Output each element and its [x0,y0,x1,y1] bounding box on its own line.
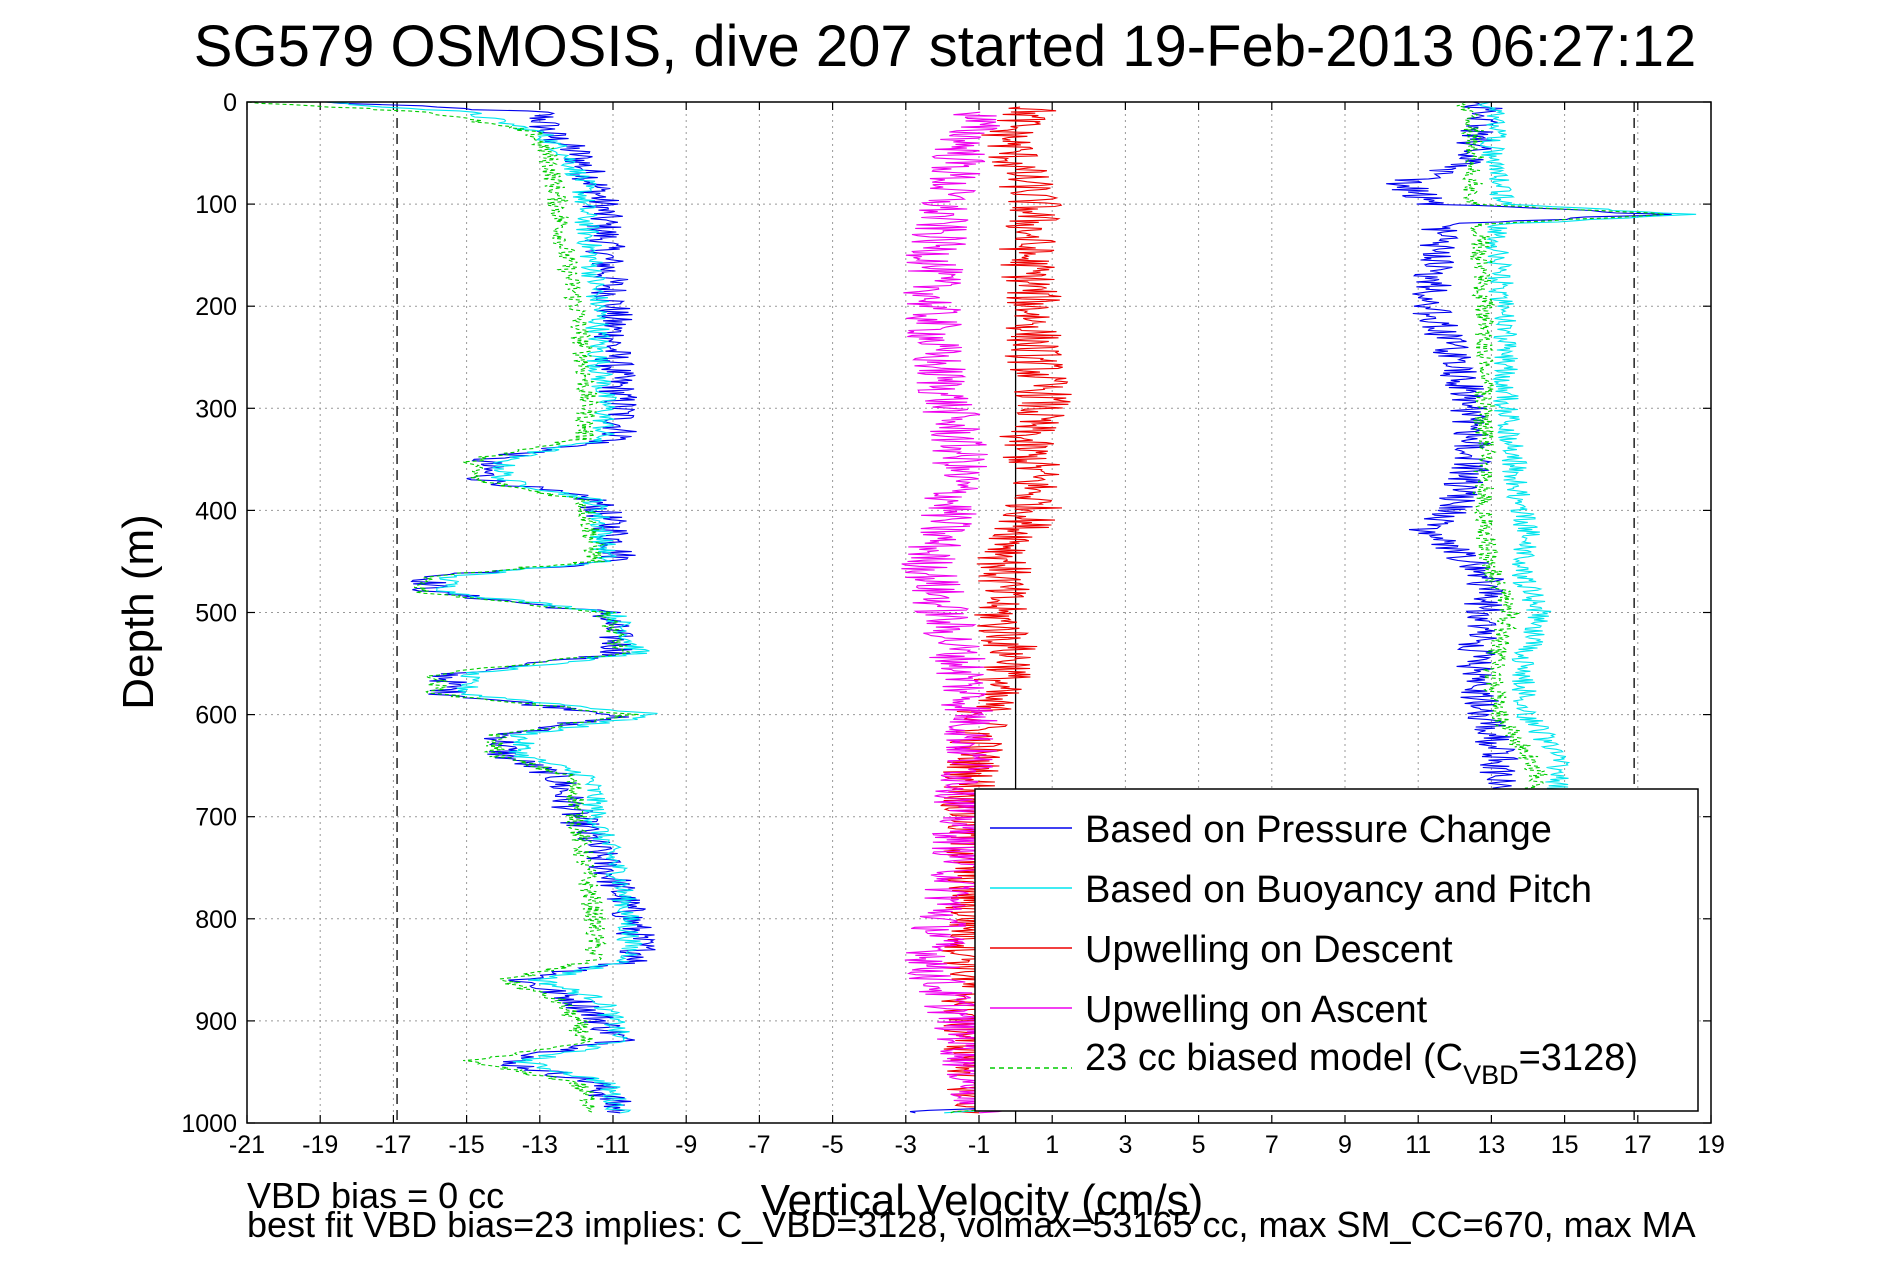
legend-label-model-tail: =3128) [1519,1037,1638,1079]
legend-label-model-sub: VBD [1463,1060,1519,1090]
x-tick-label: -3 [895,1131,917,1159]
y-tick-label: 400 [195,497,237,525]
legend-label-buoyancy: Based on Buoyancy and Pitch [1085,869,1592,911]
legend-label-model: 23 cc biased model (CVBD=3128) [1085,1037,1638,1090]
footer-bias-text: VBD bias = 0 cc [247,1175,505,1216]
series-23-cc-biased-model-descent [247,101,639,1114]
x-tick-label: 17 [1624,1131,1652,1159]
y-tick-label: 200 [195,293,237,321]
x-tick-label: -11 [596,1131,630,1159]
x-tick-label: 3 [1118,1131,1132,1159]
y-tick-label: 100 [195,191,237,219]
x-tick-label: 1 [1045,1131,1059,1159]
x-tick-label: -21 [229,1131,265,1159]
y-tick-label: 1000 [181,1110,237,1138]
x-tick-label: 7 [1265,1131,1279,1159]
legend-label-pressure: Based on Pressure Change [1085,809,1552,851]
x-tick-label: 13 [1477,1131,1505,1159]
chart-title: SG579 OSMOSIS, dive 207 started 19-Feb-2… [194,14,1696,79]
x-tick-label: -1 [968,1131,990,1159]
x-axis-label: Vertical Velocity (cm/s) [761,1176,1204,1225]
y-tick-label: 0 [223,89,237,117]
y-tick-label: 800 [195,906,237,934]
series-based-on-pressure-change-descent [326,101,656,1114]
legend-label-model-main: 23 cc biased model (C [1085,1037,1463,1079]
y-tick-label: 700 [195,804,237,832]
legend: Based on Pressure Change Based on Buoyan… [974,788,1699,1112]
x-tick-label: -9 [675,1131,697,1159]
x-axis-ticks: -21 -19 -17 -15 -13 -11 -9 -7 -5 -3 -1 1 3 5 7 9 11 13 15 1… [229,102,1725,1159]
x-tick-label: 15 [1551,1131,1579,1159]
x-tick-label: -17 [375,1131,411,1159]
y-axis-label: Depth (m) [114,514,163,710]
legend-label-descent: Upwelling on Descent [1085,929,1453,971]
x-tick-label: 9 [1338,1131,1352,1159]
x-tick-label: 19 [1697,1131,1725,1159]
series-based-on-buoyancy-and-pitch-descent [324,101,658,1114]
x-tick-label: -19 [302,1131,338,1159]
series-upwelling-on-ascent [901,111,1008,1114]
x-tick-label: -13 [522,1131,558,1159]
series-23-cc-biased-model-ascent [950,101,1665,1114]
plot-area [247,101,1697,1123]
y-axis-ticks: 0 100 200 300 400 500 600 700 800 900 1000 [181,89,1711,1138]
axes-frame [246,101,1712,1124]
x-tick-label: -5 [821,1131,843,1159]
x-tick-label: -15 [449,1131,485,1159]
x-tick-label: 11 [1405,1131,1431,1159]
y-tick-label: 600 [195,702,237,730]
x-tick-label: -7 [748,1131,770,1159]
legend-label-ascent: Upwelling on Ascent [1085,989,1428,1031]
footer-fit-text: best fit VBD bias=23 implies: C_VBD=3128… [247,1204,1696,1245]
y-tick-label: 300 [195,395,237,423]
y-tick-label: 500 [195,600,237,628]
x-tick-label: 5 [1192,1131,1206,1159]
y-tick-label: 900 [195,1008,237,1036]
legend-box [974,788,1699,1112]
